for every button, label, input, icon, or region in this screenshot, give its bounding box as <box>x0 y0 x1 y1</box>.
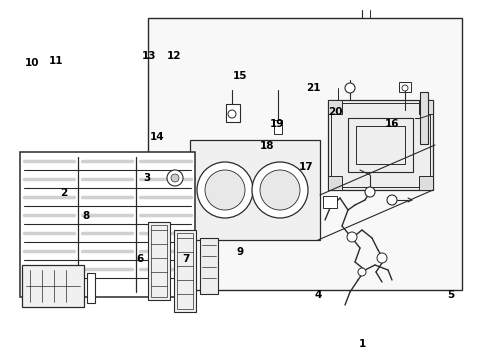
Text: 16: 16 <box>385 119 399 129</box>
Bar <box>399 82 411 92</box>
Text: 20: 20 <box>328 107 343 117</box>
Text: 1: 1 <box>359 339 366 349</box>
Bar <box>200 238 218 294</box>
Circle shape <box>205 170 245 210</box>
Circle shape <box>365 187 375 197</box>
Bar <box>419 100 433 114</box>
Bar <box>274 120 282 134</box>
Bar <box>420 92 428 144</box>
Circle shape <box>252 162 308 218</box>
Circle shape <box>387 195 397 205</box>
Bar <box>348 118 413 172</box>
Text: 21: 21 <box>306 83 321 93</box>
Bar <box>148 222 170 300</box>
Bar <box>20 152 195 297</box>
Text: 7: 7 <box>182 254 190 264</box>
Bar <box>328 176 342 190</box>
Bar <box>419 176 433 190</box>
Text: 4: 4 <box>315 290 322 300</box>
Bar <box>22 265 84 307</box>
Text: 6: 6 <box>136 254 143 264</box>
Bar <box>226 104 240 122</box>
Text: 14: 14 <box>149 132 164 142</box>
Circle shape <box>228 110 236 118</box>
Text: 9: 9 <box>237 247 244 257</box>
Text: 18: 18 <box>260 141 274 151</box>
Text: 11: 11 <box>49 56 64 66</box>
Circle shape <box>347 232 357 242</box>
Circle shape <box>171 174 179 182</box>
Bar <box>356 126 405 164</box>
Circle shape <box>358 268 366 276</box>
Bar <box>331 103 430 187</box>
Circle shape <box>377 253 387 263</box>
Text: 17: 17 <box>299 162 314 172</box>
Bar <box>323 196 337 208</box>
Text: 19: 19 <box>270 119 284 129</box>
Bar <box>177 233 193 309</box>
Text: 13: 13 <box>142 51 157 61</box>
Bar <box>87 273 95 303</box>
Circle shape <box>402 85 408 91</box>
Bar <box>328 100 433 190</box>
Bar <box>174 230 196 312</box>
Circle shape <box>167 170 183 186</box>
Text: 3: 3 <box>144 173 150 183</box>
Circle shape <box>197 162 253 218</box>
Text: 8: 8 <box>82 211 89 221</box>
Text: 10: 10 <box>24 58 39 68</box>
Bar <box>151 225 167 297</box>
Bar <box>328 100 342 114</box>
Text: 5: 5 <box>447 290 454 300</box>
Circle shape <box>260 170 300 210</box>
Polygon shape <box>148 18 462 290</box>
Text: 2: 2 <box>60 188 67 198</box>
Circle shape <box>345 83 355 93</box>
Bar <box>58 178 188 250</box>
Text: 15: 15 <box>233 71 247 81</box>
Bar <box>190 140 320 240</box>
Text: 12: 12 <box>167 51 181 61</box>
